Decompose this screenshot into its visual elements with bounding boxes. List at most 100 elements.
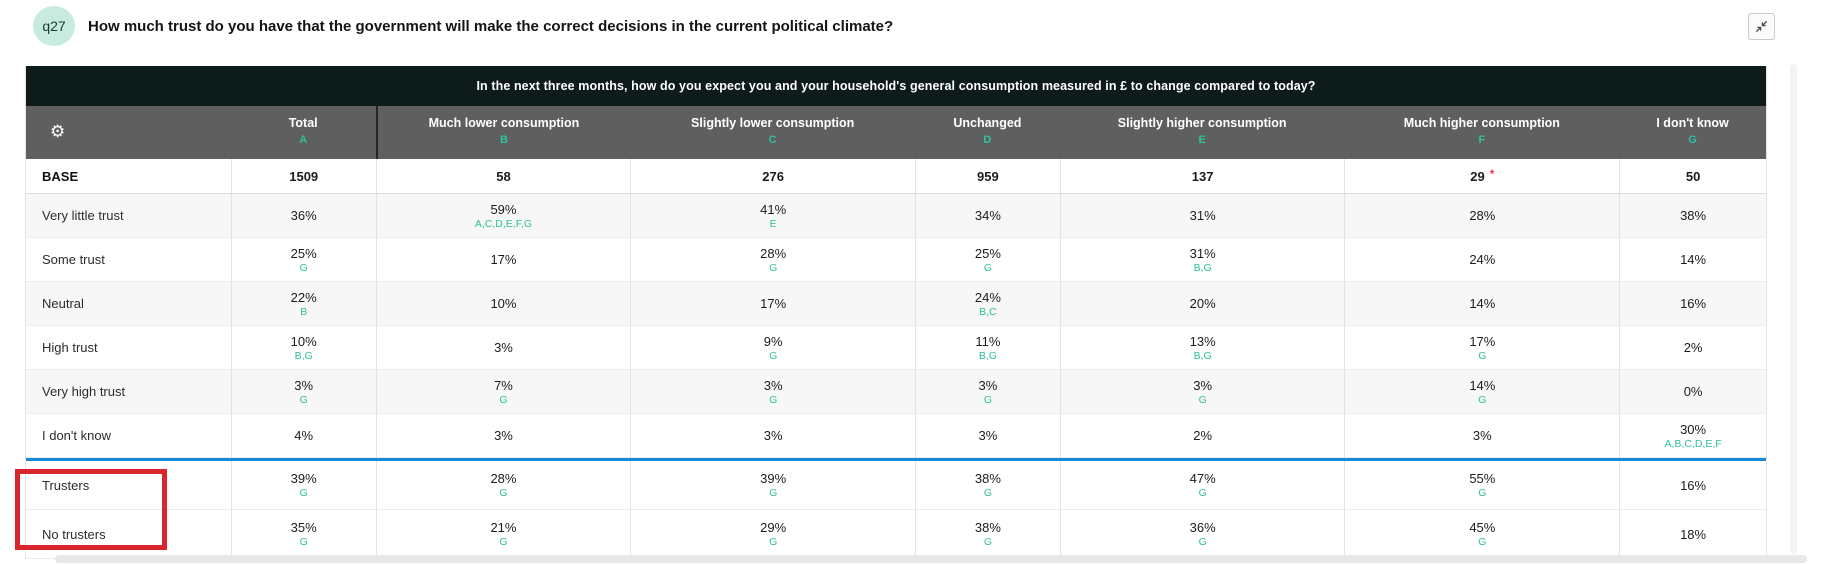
percentage-value: 10% bbox=[490, 296, 517, 311]
value-cell: 14% G bbox=[1344, 370, 1619, 413]
percentage-value: 28% bbox=[1469, 208, 1496, 223]
value-cell: 3% bbox=[914, 414, 1060, 457]
percentage-value: 39% bbox=[290, 471, 317, 487]
significance-letters: E bbox=[769, 217, 777, 230]
column-letter: F bbox=[1478, 134, 1486, 146]
value-cell: 30% A,B,C,D,E,F bbox=[1619, 414, 1766, 457]
percentage-value: 16% bbox=[1680, 296, 1707, 311]
value-cell: 9% G bbox=[630, 326, 915, 369]
value-cell: 55% G bbox=[1344, 461, 1619, 509]
percentage-value: 4% bbox=[294, 428, 314, 443]
base-value: 58 bbox=[496, 168, 511, 184]
row-label: Trusters bbox=[42, 477, 90, 493]
percentage-value: 20% bbox=[1189, 296, 1216, 311]
column-header-label: Unchanged bbox=[953, 116, 1022, 130]
percentage-value: 11% bbox=[975, 333, 1001, 349]
percentage-value: 14% bbox=[1469, 377, 1496, 393]
vertical-scrollbar[interactable] bbox=[1790, 64, 1797, 554]
percentage-value: 55% bbox=[1469, 471, 1496, 487]
column-header-label: Slightly lower consumption bbox=[691, 116, 855, 130]
significance-letters: G bbox=[1198, 393, 1207, 406]
value-cell: 25% G bbox=[230, 238, 376, 281]
question-badge: q27 bbox=[33, 6, 75, 46]
significance-letters: G bbox=[983, 261, 992, 274]
value-cell: 20% bbox=[1059, 282, 1345, 325]
percentage-value: 2% bbox=[1193, 428, 1213, 443]
value-cell: 59% A,C,D,E,F,G bbox=[375, 194, 631, 237]
percentage-value: 39% bbox=[760, 471, 787, 487]
percentage-value: 24% bbox=[1469, 252, 1496, 267]
horizontal-scrollbar[interactable] bbox=[55, 555, 1807, 563]
percentage-value: 3% bbox=[494, 340, 513, 355]
significance-letters: G bbox=[1198, 536, 1207, 549]
percentage-value: 3% bbox=[1472, 428, 1492, 443]
significance-letters: G bbox=[769, 393, 778, 406]
value-cell: 18% bbox=[1619, 510, 1766, 558]
value-cell: 14% bbox=[1619, 238, 1766, 281]
percentage-value: 22% bbox=[290, 289, 317, 305]
value-cell: 16% bbox=[1619, 461, 1766, 509]
percentage-value: 3% bbox=[494, 428, 513, 443]
row-label: No trusters bbox=[42, 526, 106, 542]
column-letter: E bbox=[1198, 134, 1206, 146]
significance-letters: B,G bbox=[1193, 261, 1212, 274]
percentage-value: 59% bbox=[490, 201, 517, 217]
percentage-value: 13% bbox=[1189, 333, 1216, 349]
value-cell: 24% bbox=[1344, 238, 1619, 281]
row-label: Very little trust bbox=[42, 208, 124, 223]
column-letter: B bbox=[499, 134, 508, 146]
question-title: How much trust do you have that the gove… bbox=[88, 17, 894, 35]
significance-letters: G bbox=[1198, 487, 1207, 500]
summary-row: No trusters 35% G 21% G 29% G 38% G 36% G 45% G 18% bbox=[26, 510, 1766, 559]
value-cell: 11% B,G bbox=[914, 326, 1060, 369]
significance-letters: G bbox=[983, 487, 992, 500]
percentage-value: 3% bbox=[763, 428, 783, 443]
summary-rows: Trusters 39% G 28% G 39% G 38% G 47% G 55% G 16% No tr… bbox=[26, 458, 1766, 559]
column-letter: A bbox=[299, 134, 308, 146]
significance-letters: G bbox=[499, 536, 508, 549]
answer-row: Very little trust 36% 59% A,C,D,E,F,G 41% E 34… bbox=[26, 194, 1766, 238]
value-cell: 3% bbox=[375, 414, 631, 457]
table-settings-cell: ⚙ bbox=[26, 106, 231, 159]
column-header-E: Slightly higher consumption E bbox=[1060, 106, 1345, 159]
base-value: 50 bbox=[1685, 168, 1701, 184]
percentage-value: 34% bbox=[974, 208, 1001, 223]
percentage-value: 17% bbox=[760, 296, 787, 311]
percentage-value: 10% bbox=[290, 333, 317, 349]
percentage-value: 18% bbox=[1680, 526, 1707, 542]
value-cell: 25% G bbox=[914, 238, 1060, 281]
answer-row: Neutral 22% B 10% 17% 24% B,C 20% 14% 16% bbox=[26, 282, 1766, 326]
value-cell: 41% E bbox=[630, 194, 915, 237]
row-label: I don't know bbox=[42, 428, 111, 443]
row-label: Neutral bbox=[42, 296, 84, 311]
value-cell: 2% bbox=[1059, 414, 1345, 457]
value-cell: 28% G bbox=[630, 238, 915, 281]
value-cell: 3% bbox=[630, 414, 915, 457]
value-cell: 17% G bbox=[1344, 326, 1619, 369]
percentage-value: 14% bbox=[1680, 252, 1707, 267]
percentage-value: 28% bbox=[490, 471, 517, 487]
percentage-value: 36% bbox=[1189, 520, 1216, 536]
significance-letters: A,C,D,E,F,G bbox=[474, 217, 533, 230]
base-value-cell: 50 bbox=[1619, 159, 1766, 193]
significance-letters: G bbox=[1478, 536, 1487, 549]
significance-letters: G bbox=[983, 393, 992, 406]
percentage-value: 2% bbox=[1683, 340, 1703, 355]
value-cell: 29% G bbox=[630, 510, 915, 558]
crosstab-table: In the next three months, how do you exp… bbox=[25, 66, 1767, 559]
value-cell: 38% G bbox=[914, 510, 1060, 558]
percentage-value: 45% bbox=[1469, 520, 1496, 536]
percentage-value: 24% bbox=[974, 289, 1001, 305]
collapse-button[interactable] bbox=[1748, 13, 1775, 40]
column-header-label: Much lower consumption bbox=[428, 116, 580, 130]
answer-row: High trust 10% B,G 3% 9% G 11% B,G 13% B,G 17% G 2% bbox=[26, 326, 1766, 370]
value-cell: 24% B,C bbox=[914, 282, 1060, 325]
gear-icon[interactable]: ⚙ bbox=[50, 122, 66, 142]
base-value: 137 bbox=[1191, 168, 1214, 184]
value-cell: 28% bbox=[1344, 194, 1619, 237]
significance-letters: G bbox=[499, 393, 508, 406]
row-label: Very high trust bbox=[42, 384, 126, 399]
value-cell: 10% B,G bbox=[230, 326, 376, 369]
base-value: 1509 bbox=[289, 168, 319, 184]
percentage-value: 35% bbox=[290, 520, 317, 536]
